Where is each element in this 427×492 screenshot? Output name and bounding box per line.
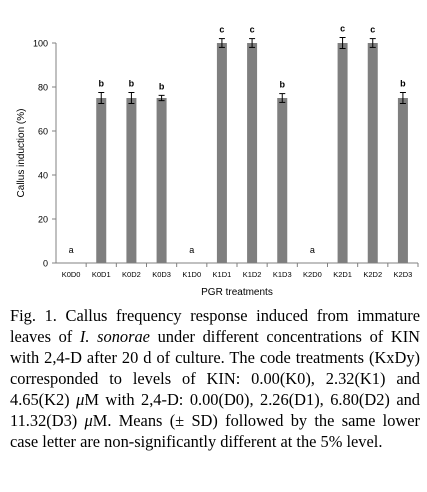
x-tick-label: K2D0 bbox=[303, 270, 322, 279]
y-tick-label: 80 bbox=[38, 83, 48, 93]
y-tick-label: 60 bbox=[38, 127, 48, 137]
figure-caption: Fig. 1. Callus frequency response induce… bbox=[10, 305, 420, 452]
bar bbox=[216, 43, 227, 263]
caption-m1: M with 2,4-D: 0.00(D0), 2.26(D1), 6.80(D… bbox=[10, 390, 420, 430]
caption-middle: under different concentrations of KIN wi… bbox=[10, 327, 421, 409]
significance-letter: a bbox=[189, 245, 194, 255]
significance-letter: c bbox=[250, 25, 255, 35]
significance-letter: c bbox=[219, 25, 224, 35]
significance-letter: b bbox=[400, 79, 406, 89]
x-axis: K0D0 K0D1 K0D2 K0D3 K1D0 K1D1 K1D2 K1D3 K2D0 K2D1… bbox=[56, 262, 419, 279]
x-tick-label: K0D0 bbox=[62, 270, 81, 279]
y-axis-label: Callus induction (%) bbox=[16, 109, 27, 198]
x-tick-label: K1D2 bbox=[243, 270, 262, 279]
bars: a b b b a c c b a c c b bbox=[69, 24, 408, 263]
x-tick-label: K1D0 bbox=[182, 270, 201, 279]
significance-letter: a bbox=[69, 245, 74, 255]
bar bbox=[247, 43, 258, 263]
caption-mu-1: μ bbox=[76, 390, 85, 409]
x-tick-label: K0D2 bbox=[122, 270, 141, 279]
caption-species: I. sonorae bbox=[79, 327, 150, 346]
significance-letter: b bbox=[159, 81, 165, 91]
x-tick-label: K0D1 bbox=[92, 270, 111, 279]
x-axis-label: PGR treatments bbox=[201, 287, 273, 298]
x-tick-label: K2D2 bbox=[363, 270, 382, 279]
x-tick-label: K1D3 bbox=[273, 270, 292, 279]
bar bbox=[337, 43, 348, 263]
y-tick-label: 20 bbox=[38, 215, 48, 225]
y-tick-label: 0 bbox=[43, 259, 48, 269]
x-tick-label: K1D1 bbox=[213, 270, 232, 279]
significance-letter: c bbox=[340, 24, 345, 34]
caption-mu-2: μ bbox=[84, 411, 93, 430]
x-tick-label: K2D1 bbox=[333, 270, 352, 279]
bar bbox=[367, 43, 378, 263]
significance-letter: a bbox=[310, 245, 315, 255]
caption-prefix: Fig. 1. Callus frequency response induce… bbox=[10, 306, 420, 346]
bar bbox=[397, 98, 408, 263]
bar bbox=[156, 98, 167, 263]
bar bbox=[277, 98, 288, 263]
bar bbox=[126, 98, 137, 263]
significance-letter: b bbox=[129, 79, 135, 89]
x-tick-label: K2D3 bbox=[394, 270, 413, 279]
caption-m2: M. Means (± SD) followed by the same low… bbox=[10, 411, 420, 451]
significance-letter: b bbox=[280, 80, 286, 90]
y-tick-label: 40 bbox=[38, 171, 48, 181]
significance-letter: c bbox=[370, 25, 375, 35]
y-tick-label: 100 bbox=[33, 39, 48, 49]
x-tick-label: K0D3 bbox=[152, 270, 171, 279]
bar bbox=[96, 98, 107, 263]
significance-letter: b bbox=[99, 79, 105, 89]
y-axis: 0 20 40 60 80 100 bbox=[33, 39, 57, 269]
